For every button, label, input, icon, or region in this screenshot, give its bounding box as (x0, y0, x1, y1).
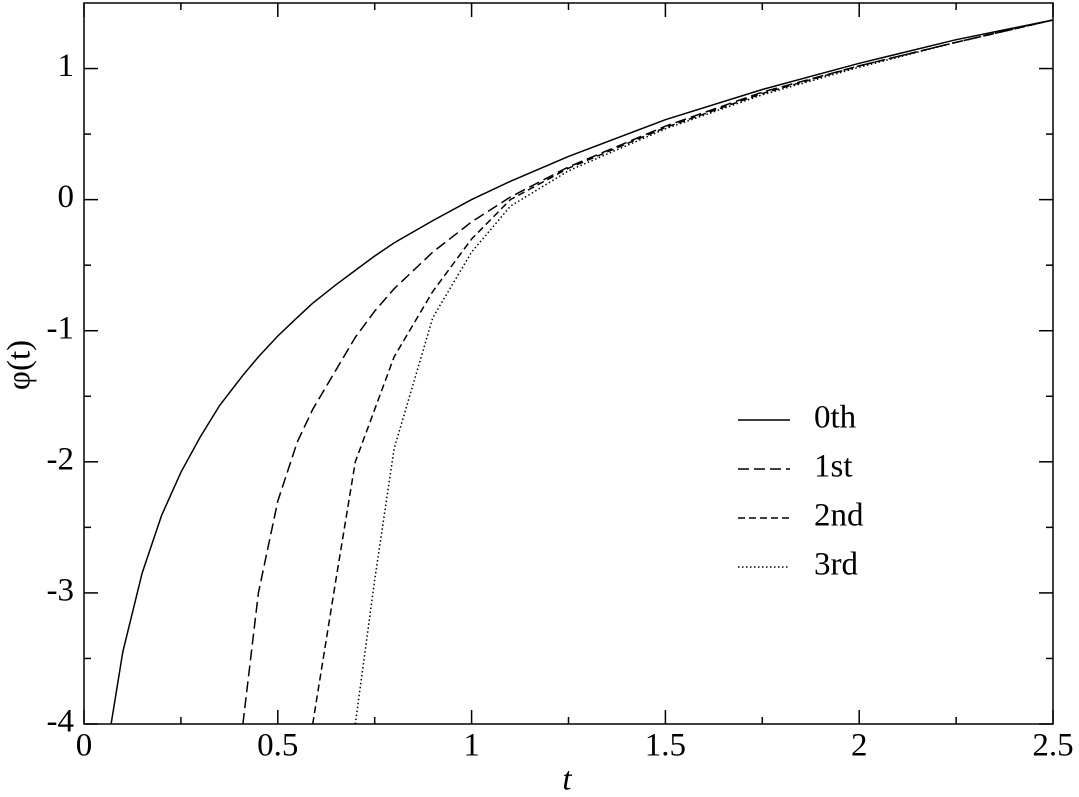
data-line (354, 19, 1054, 725)
data-line (110, 19, 1054, 725)
x-tick-label: 0.5 (257, 728, 298, 764)
y-tick-label: -1 (47, 310, 75, 346)
x-tick-label: 1.5 (645, 728, 686, 764)
plot-frame (83, 2, 1054, 725)
x-axis-label: t (562, 762, 572, 797)
legend-label: 2nd (814, 498, 864, 534)
x-tick-label: 1 (463, 728, 480, 764)
y-tick-label: 0 (58, 179, 75, 215)
data-line (242, 19, 1054, 725)
y-tick-label: -2 (47, 441, 75, 477)
x-tick-label: 0 (76, 728, 93, 764)
y-tick-label: -3 (47, 572, 75, 608)
x-tick-label: 2.5 (1032, 728, 1073, 764)
y-axis-label: φ(t) (2, 340, 38, 390)
data-line (311, 19, 1054, 725)
legend-label: 1st (814, 449, 853, 485)
x-tick-label: 2 (851, 728, 868, 764)
legend-label: 3rd (814, 547, 858, 583)
legend-label: 0th (814, 400, 857, 436)
y-tick-label: -4 (47, 704, 75, 740)
y-tick-label: 1 (58, 48, 75, 84)
